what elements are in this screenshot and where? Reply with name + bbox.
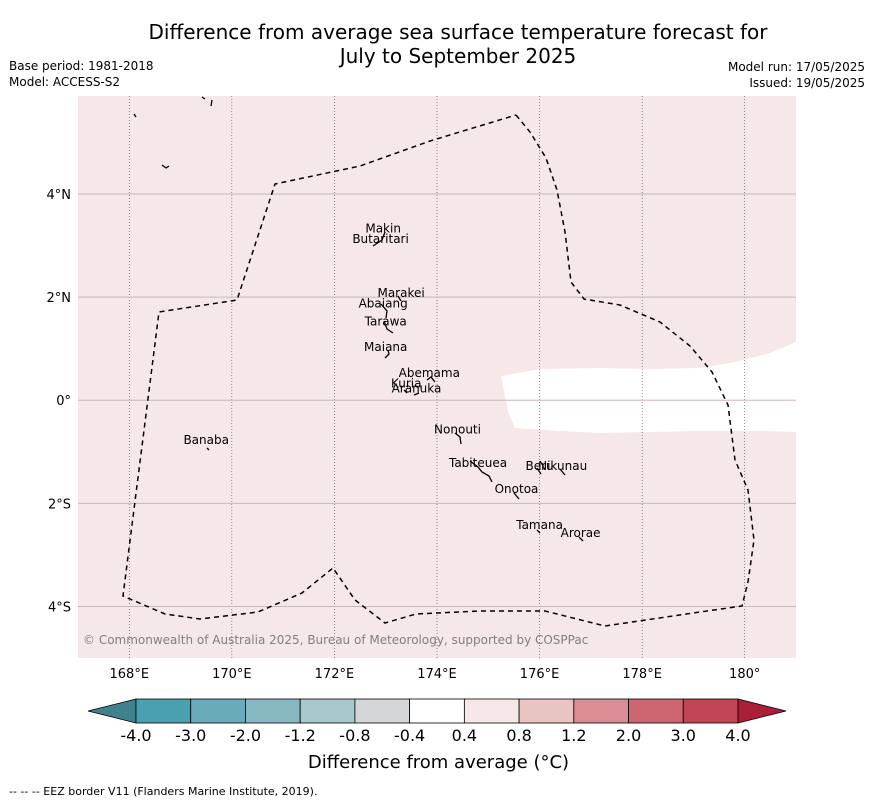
- tamana-coast: [536, 529, 541, 534]
- island-label: Maiana: [364, 340, 407, 354]
- arorae-coast: [578, 536, 584, 542]
- colorbar-tick-label: 2.0: [615, 726, 642, 745]
- eez-border: [122, 114, 755, 627]
- maiana-coast: [384, 349, 390, 359]
- island-label: Abemama: [399, 366, 460, 380]
- onotoa-coast: [513, 492, 520, 500]
- colorbar-tick-label: 3.0: [670, 726, 696, 745]
- map-title: Difference from average sea surface temp…: [0, 20, 873, 68]
- lat-tick-label: 4°S: [48, 600, 71, 615]
- tarawa-coast: [383, 320, 394, 334]
- abemama-coast: [426, 376, 436, 383]
- north-islet-coast: [201, 96, 213, 107]
- colorbar-segment: [135, 698, 192, 724]
- colorbar-tick-label: -4.0: [120, 726, 152, 745]
- colorbar-segment: [628, 698, 684, 724]
- colorbar-segment: [190, 698, 246, 724]
- colorbar-segment: [299, 698, 356, 724]
- colorbar-segment: [463, 698, 520, 724]
- beru-coast: [536, 467, 542, 475]
- colorbar-segment: [354, 698, 411, 724]
- nonouti-coast: [454, 432, 462, 445]
- issued-date: Issued: 19/05/2025: [749, 76, 865, 90]
- island-label: Nikunau: [538, 459, 587, 473]
- west-islet-coast: [161, 164, 170, 169]
- colorbar-tick-label: 0.8: [506, 726, 532, 745]
- island-label: Banaba: [183, 433, 229, 447]
- title-line-1: Difference from average sea surface temp…: [148, 20, 768, 44]
- eez-legend: -- -- -- EEZ border V11 (Flanders Marine…: [9, 785, 318, 798]
- colorbar-segment: [573, 698, 629, 724]
- island-label: Abaiang: [359, 296, 408, 310]
- colorbar-segment: [409, 698, 465, 724]
- island-label: Beru: [525, 459, 553, 473]
- lat-tick-label: 2°S: [48, 497, 71, 512]
- colorbar-tick-label: -0.8: [339, 726, 371, 745]
- lon-tick-label: 176°E: [520, 667, 560, 682]
- colorbar-tick-label: 1.2: [561, 726, 587, 745]
- island-label: Butaritari: [352, 232, 409, 246]
- colorbar: [87, 698, 787, 724]
- colorbar-tick-label: -0.4: [394, 726, 426, 745]
- colorbar-title: Difference from average (°C): [307, 752, 570, 773]
- lon-tick-label: 180°: [729, 667, 760, 682]
- colorbar-tick-label: -1.2: [284, 726, 316, 745]
- colorbar-tick-label: -2.0: [229, 726, 262, 745]
- colorbar-tick-label: 4.0: [725, 726, 751, 745]
- lon-tick-label: 172°E: [315, 667, 355, 682]
- colorbar-segment: [518, 698, 575, 724]
- colorbar-tick-label: -3.0: [175, 726, 207, 745]
- colorbar-high-extend: [737, 698, 787, 724]
- base-period: Base period: 1981-2018: [9, 59, 154, 73]
- abaiang-coast: [380, 303, 388, 319]
- island-label: Marakei: [377, 286, 424, 300]
- copyright-notice: © Commonwealth of Australia 2025, Bureau…: [83, 633, 588, 647]
- lon-tick-label: 178°E: [622, 667, 662, 682]
- island-label: Kuria: [391, 376, 422, 390]
- nikunau-coast: [559, 468, 566, 476]
- lat-tick-label: 4°N: [47, 188, 72, 203]
- island-label: Arorae: [561, 526, 601, 540]
- aranuka-coast: [413, 392, 420, 396]
- island-label: Aranuka: [392, 381, 442, 395]
- island-label: Tarawa: [364, 314, 407, 328]
- model-info: Base period: 1981-2018 Model: ACCESS-S2: [9, 58, 154, 90]
- near-normal-region: [501, 342, 796, 433]
- island-label: Tamana: [515, 518, 563, 532]
- island-coastlines: [133, 96, 584, 542]
- axis-tick-labels: 168°E 170°E 172°E 174°E 176°E 178°E 180° 4°N 2°N…: [47, 188, 761, 682]
- tabiteuea-coast: [469, 460, 493, 483]
- model-name: Model: ACCESS-S2: [9, 75, 121, 89]
- lon-tick-label: 170°E: [212, 667, 252, 682]
- island-label: Makin: [365, 222, 401, 236]
- lon-tick-label: 168°E: [110, 667, 150, 682]
- colorbar-segment: [682, 698, 739, 724]
- colorbar-tick-label: 0.4: [451, 726, 478, 745]
- lon-tick-label: 174°E: [417, 667, 457, 682]
- colorbar-segment: [245, 698, 301, 724]
- island-label: Tabiteuea: [448, 456, 507, 470]
- northwest-islet-coast: [133, 113, 137, 118]
- title-line-2: July to September 2025: [339, 44, 577, 68]
- kuria-coast: [403, 389, 408, 394]
- island-label: Nonouti: [434, 423, 481, 437]
- lat-tick-label: 0°: [56, 394, 71, 409]
- run-info: Model run: 17/05/2025 Issued: 19/05/2025: [728, 59, 865, 91]
- butaritari-coast: [372, 231, 386, 247]
- banaba-coast: [206, 447, 210, 451]
- graticule: [78, 96, 796, 658]
- model-run: Model run: 17/05/2025: [727, 60, 865, 74]
- lat-tick-label: 2°N: [47, 291, 72, 306]
- colorbar-low-extend: [87, 698, 137, 724]
- marakei-coast: [397, 295, 402, 302]
- island-label: Onotoa: [495, 482, 539, 496]
